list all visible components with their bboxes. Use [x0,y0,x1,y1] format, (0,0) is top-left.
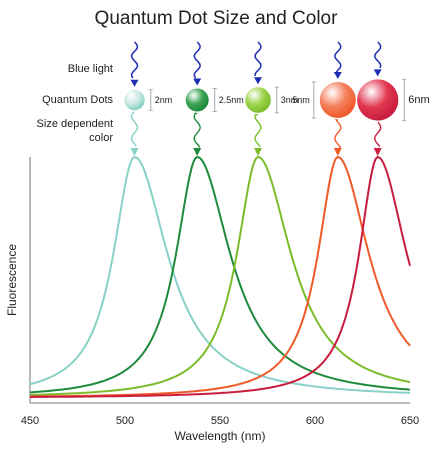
blue-light-wave [373,41,382,69]
emission-wave [193,112,201,148]
y-axis-label: Fluorescence [5,244,19,316]
dot-size-label: 2.5nm [219,95,244,105]
blue-light-wave [334,41,342,73]
blue-light-arrowhead [254,77,262,85]
dot-size-label: 6nm [408,94,429,106]
quantum-dot [185,88,209,112]
blue-light-arrowhead [193,78,202,86]
blue-light-arrowhead [333,72,342,79]
dot-size-label: 2nm [155,95,173,105]
x-tick-label: 650 [401,415,419,427]
chart-title: Quantum Dot Size and Color [95,8,339,29]
emission-arrowhead [130,148,139,156]
series-curves [29,155,411,398]
series-line [29,155,411,394]
blue-light-wave [254,41,262,76]
size-bracket [212,88,217,112]
x-tick-labels: 450 500 550 600 650 [21,415,419,427]
emission-wave [373,121,382,148]
series-line [30,155,411,398]
dot-size-label: 3nm [281,95,299,105]
quantum-dot [245,87,271,113]
blue-light-wave [130,41,139,79]
size-bracket [148,89,153,111]
x-tick-label: 600 [306,415,324,427]
blue-light-arrowhead [373,69,382,77]
quantum-dots-label: Quantum Dots [42,94,113,106]
blue-light-wave [193,41,201,79]
size-bracket [274,86,279,114]
quantum-dot [124,89,145,111]
blue-light-label: Blue light [68,63,113,75]
emission-arrowhead [373,148,382,156]
dot-size-label: 5nm [292,95,310,105]
quantum-dot [357,79,399,121]
emission-wave [130,111,139,147]
series-line [30,155,411,396]
emission-arrowhead [254,148,262,156]
emission-arrowhead [193,148,202,156]
x-tick-label: 550 [211,415,229,427]
emission-arrowhead [333,148,342,156]
axes [29,157,410,404]
x-tick-label: 450 [21,415,39,427]
size-bracket [311,81,316,119]
emission-wave [254,114,262,148]
size-dependent-color-label: Size dependent color [37,118,114,144]
x-axis-label: Wavelength (nm) [175,429,266,443]
size-bracket [402,78,407,122]
emission-wave [334,119,342,149]
x-tick-label: 500 [116,415,134,427]
quantum-dot [319,82,356,118]
blue-light-arrowhead [130,79,139,87]
series-line [29,155,410,394]
